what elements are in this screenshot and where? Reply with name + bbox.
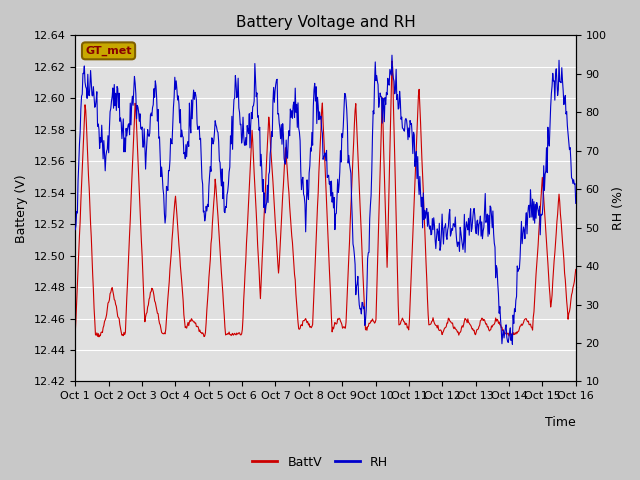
- Text: GT_met: GT_met: [85, 46, 132, 56]
- Title: Battery Voltage and RH: Battery Voltage and RH: [236, 15, 415, 30]
- Y-axis label: RH (%): RH (%): [612, 186, 625, 230]
- Y-axis label: Battery (V): Battery (V): [15, 174, 28, 243]
- Legend: BattV, RH: BattV, RH: [248, 451, 392, 474]
- X-axis label: Time: Time: [545, 416, 576, 429]
